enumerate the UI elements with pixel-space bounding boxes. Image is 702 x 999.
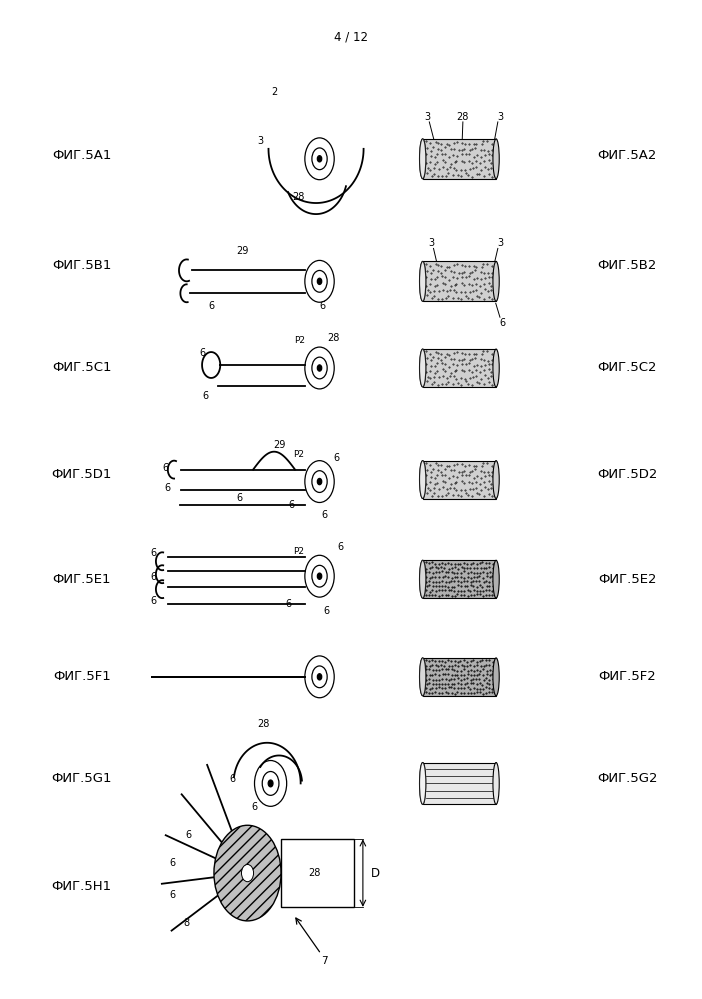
Ellipse shape bbox=[420, 461, 426, 499]
Text: ФИГ.5G1: ФИГ.5G1 bbox=[51, 772, 112, 785]
Circle shape bbox=[317, 479, 322, 485]
Text: 3: 3 bbox=[428, 239, 435, 249]
Ellipse shape bbox=[420, 349, 426, 387]
Text: 6: 6 bbox=[170, 858, 176, 868]
Bar bbox=[423, 139, 496, 179]
Ellipse shape bbox=[420, 262, 426, 302]
Text: 3: 3 bbox=[497, 112, 503, 122]
Text: 28: 28 bbox=[292, 192, 305, 202]
Ellipse shape bbox=[420, 349, 426, 387]
Text: 8: 8 bbox=[183, 918, 189, 928]
Text: ФИГ.5D1: ФИГ.5D1 bbox=[52, 469, 112, 482]
Circle shape bbox=[317, 573, 322, 579]
Ellipse shape bbox=[420, 262, 426, 302]
Bar bbox=[423, 262, 496, 302]
Text: 3: 3 bbox=[497, 239, 503, 249]
Text: ФИГ.5F2: ФИГ.5F2 bbox=[598, 670, 656, 683]
Text: ФИГ.5D2: ФИГ.5D2 bbox=[597, 469, 657, 482]
Text: 6: 6 bbox=[322, 510, 328, 520]
Text: 2: 2 bbox=[271, 87, 277, 97]
Ellipse shape bbox=[420, 658, 426, 695]
Text: ФИГ.5H1: ФИГ.5H1 bbox=[52, 879, 112, 892]
Circle shape bbox=[317, 365, 322, 372]
Ellipse shape bbox=[493, 262, 499, 302]
Text: 4 / 12: 4 / 12 bbox=[334, 31, 368, 44]
Circle shape bbox=[317, 156, 322, 162]
Text: 6: 6 bbox=[169, 890, 175, 900]
Ellipse shape bbox=[420, 762, 426, 804]
Text: 28: 28 bbox=[308, 868, 320, 878]
Ellipse shape bbox=[420, 658, 426, 695]
Ellipse shape bbox=[420, 461, 426, 499]
Text: 6: 6 bbox=[164, 483, 170, 493]
Bar bbox=[281, 839, 355, 907]
Bar bbox=[423, 762, 496, 804]
Text: 7: 7 bbox=[321, 956, 328, 966]
Ellipse shape bbox=[493, 461, 499, 499]
Bar bbox=[423, 461, 496, 499]
Text: 29: 29 bbox=[237, 247, 249, 257]
Text: ФИГ.5E1: ФИГ.5E1 bbox=[53, 572, 111, 585]
Text: 6: 6 bbox=[151, 548, 157, 558]
Ellipse shape bbox=[420, 560, 426, 598]
Text: 6: 6 bbox=[319, 302, 326, 312]
Text: ФИГ.5A1: ФИГ.5A1 bbox=[52, 149, 112, 162]
Circle shape bbox=[241, 864, 253, 882]
Circle shape bbox=[317, 278, 322, 285]
Text: ФИГ.5C1: ФИГ.5C1 bbox=[52, 362, 112, 375]
Text: 28: 28 bbox=[457, 112, 469, 122]
Text: 28: 28 bbox=[258, 718, 270, 728]
Text: 6: 6 bbox=[229, 774, 235, 784]
Circle shape bbox=[268, 780, 273, 787]
Text: 6: 6 bbox=[208, 302, 214, 312]
Text: 6: 6 bbox=[151, 572, 157, 582]
Text: ФИГ.5A2: ФИГ.5A2 bbox=[597, 149, 657, 162]
Text: 6: 6 bbox=[324, 606, 330, 616]
Text: ФИГ.5F1: ФИГ.5F1 bbox=[53, 670, 111, 683]
Text: 6: 6 bbox=[163, 463, 168, 473]
Text: 6: 6 bbox=[333, 453, 339, 463]
Text: 6: 6 bbox=[185, 830, 191, 840]
Ellipse shape bbox=[493, 560, 499, 598]
Text: 28: 28 bbox=[327, 333, 340, 343]
Text: ФИГ.5B1: ФИГ.5B1 bbox=[52, 259, 112, 272]
Text: ФИГ.5B2: ФИГ.5B2 bbox=[597, 259, 657, 272]
Text: 6: 6 bbox=[251, 802, 258, 812]
Text: 6: 6 bbox=[500, 318, 506, 328]
Text: 6: 6 bbox=[338, 542, 343, 552]
Bar bbox=[423, 658, 496, 695]
Text: 3: 3 bbox=[424, 112, 430, 122]
Text: 6: 6 bbox=[202, 391, 208, 401]
Text: ФИГ.5E2: ФИГ.5E2 bbox=[598, 572, 656, 585]
Circle shape bbox=[214, 825, 281, 921]
Ellipse shape bbox=[493, 139, 499, 179]
Text: 6: 6 bbox=[236, 493, 242, 502]
Ellipse shape bbox=[493, 349, 499, 387]
Ellipse shape bbox=[420, 762, 426, 804]
Text: 3: 3 bbox=[257, 136, 263, 146]
Text: D: D bbox=[371, 866, 380, 879]
Ellipse shape bbox=[420, 560, 426, 598]
Ellipse shape bbox=[420, 139, 426, 179]
Text: P2: P2 bbox=[293, 451, 304, 460]
Text: ФИГ.5C2: ФИГ.5C2 bbox=[597, 362, 657, 375]
Text: P2: P2 bbox=[294, 336, 305, 345]
Text: 6: 6 bbox=[199, 348, 206, 358]
Text: 6: 6 bbox=[151, 596, 157, 606]
Ellipse shape bbox=[493, 658, 499, 695]
Text: P2: P2 bbox=[293, 546, 304, 555]
Circle shape bbox=[317, 673, 322, 680]
Bar bbox=[423, 560, 496, 598]
Text: 6: 6 bbox=[285, 599, 291, 609]
Ellipse shape bbox=[420, 139, 426, 179]
Text: ФИГ.5G2: ФИГ.5G2 bbox=[597, 772, 658, 785]
Text: 6: 6 bbox=[289, 500, 295, 510]
Text: 29: 29 bbox=[274, 440, 286, 450]
Ellipse shape bbox=[493, 762, 499, 804]
Bar bbox=[423, 349, 496, 387]
